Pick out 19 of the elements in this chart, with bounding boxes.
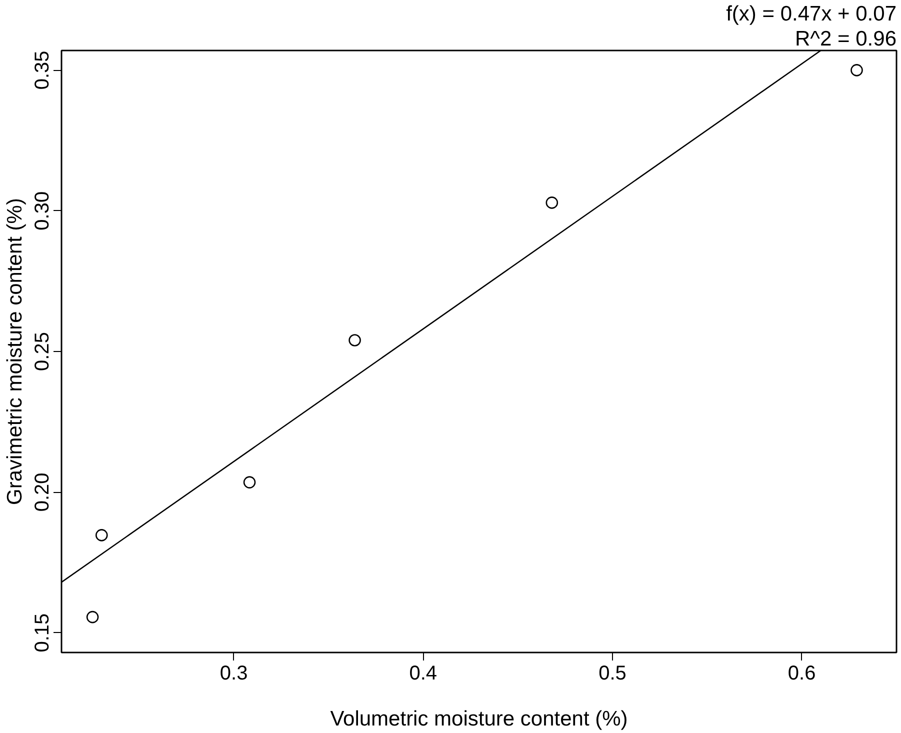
y-tick-label: 0.35 <box>32 50 54 90</box>
x-tick-label: 0.3 <box>220 662 248 684</box>
y-tick-label: 0.15 <box>32 613 54 652</box>
text: R^2 = 0.96 <box>794 28 897 50</box>
x-tick-label: 0.5 <box>598 662 626 684</box>
x-axis-title: Volumetric moisture content (%) <box>330 708 628 730</box>
point <box>86 610 99 624</box>
y-axis-title: Gravimetric moisture content (%) <box>4 198 26 505</box>
x-tick-label: 0.6 <box>788 662 816 684</box>
y-tick-label: 0.20 <box>32 472 54 512</box>
point <box>95 529 108 542</box>
point <box>348 334 361 346</box>
point <box>850 64 863 76</box>
y-tick-label: 0.30 <box>32 191 54 230</box>
text: f(x) = 0.47x + 0.07 <box>726 2 897 26</box>
point <box>243 476 256 488</box>
y-tick-label: 0.25 <box>32 332 54 371</box>
x-tick-label: 0.4 <box>409 662 438 684</box>
point <box>546 196 558 209</box>
